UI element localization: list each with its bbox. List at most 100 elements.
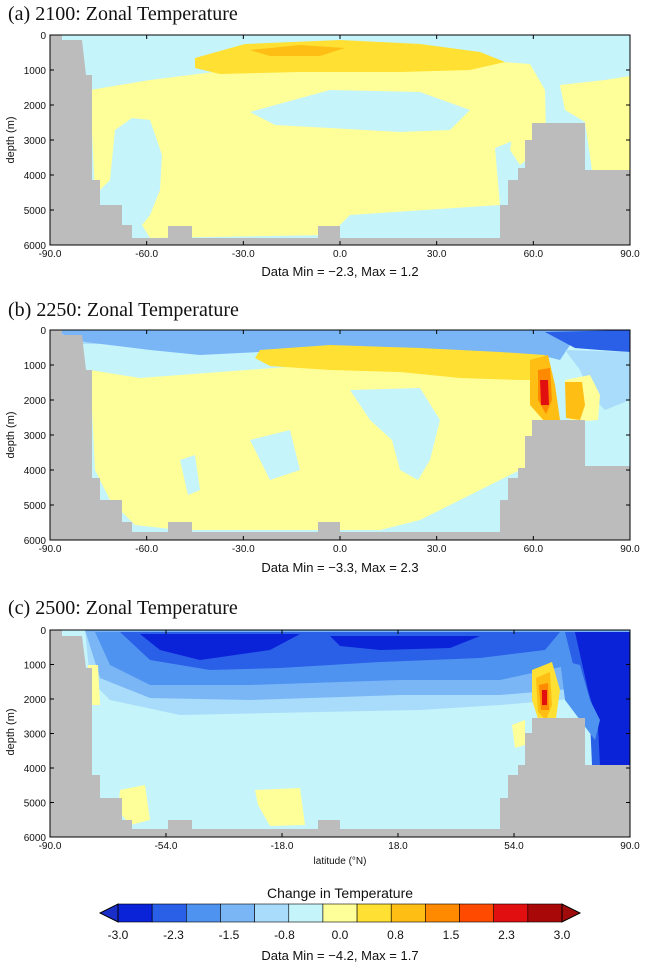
y-tick-label: 0 (40, 31, 46, 42)
panel-a-field (50, 35, 630, 245)
colorbar-tick-label: 1.5 (443, 928, 460, 942)
x-tick-label: -30.0 (232, 249, 255, 260)
panel-b-cool-tongue (350, 388, 440, 480)
panel-b-north-cool (565, 350, 630, 410)
colorbar-swatch (390, 903, 426, 923)
panel-b-hottest-core (540, 380, 549, 405)
panel-a-cool-blob (250, 90, 470, 132)
panel-c-coldest-left (140, 634, 300, 660)
x-tick-label: -90.0 (39, 841, 62, 852)
x-tick-label: 90.0 (620, 841, 640, 852)
y-tick-label: 4000 (24, 171, 47, 182)
y-tick-label: 6000 (24, 833, 47, 844)
colorbar-tick-label: -3.0 (108, 928, 129, 942)
colorbar-tick-label: 2.3 (498, 928, 515, 942)
x-tick-label: 18.0 (388, 841, 408, 852)
x-tick-label: -90.0 (39, 544, 62, 555)
colorbar-swatch (356, 903, 392, 923)
y-tick-label: 0 (40, 326, 46, 337)
panel-a-topography (50, 35, 630, 245)
panel-a: (a) 2100: Zonal Temperature depth (m) -9… (5, 3, 640, 279)
x-tick-label: 60.0 (524, 249, 544, 260)
x-tick-label: -18.0 (271, 841, 294, 852)
colorbar-swatch (254, 903, 290, 923)
colorbar-swatch (288, 903, 324, 923)
y-tick-label: 1000 (24, 66, 47, 77)
panel-a-ylabel: depth (m) (5, 116, 17, 163)
colorbar-tick-label: -0.8 (274, 928, 295, 942)
panel-c-north-coldest (575, 632, 630, 765)
panel-c-title: (c) 2500: Zonal Temperature (8, 597, 238, 619)
panel-a-minmax: Data Min = −2.3, Max = 1.2 (261, 264, 418, 279)
colorbar-tick-label: 3.0 (554, 928, 571, 942)
x-tick-label: 54.0 (504, 841, 524, 852)
colorbar-ticks: -3.0 -2.3 -1.5 -0.8 0.0 0.8 1.5 2.3 3.0 (108, 928, 571, 942)
y-tick-label: 6000 (24, 241, 47, 252)
panel-b: (b) 2250: Zonal Temperature depth (m) -9… (5, 299, 640, 575)
panel-b-field (50, 330, 630, 540)
panel-c-axes: -90.0 -54.0 -18.0 18.0 54.0 90.0 0 1000 2000 3000… (24, 626, 640, 852)
y-tick-label: 5000 (24, 206, 47, 217)
x-tick-label: -60.0 (135, 544, 158, 555)
panel-a-title: (a) 2100: Zonal Temperature (8, 3, 238, 25)
colorbar-swatch (425, 903, 460, 923)
y-tick-label: 5000 (24, 501, 47, 512)
panel-b-north-cold (545, 330, 630, 352)
panel-c-field (50, 630, 630, 837)
panel-c: (c) 2500: Zonal Temperature depth (m) (5, 597, 640, 867)
colorbar-swatch (186, 903, 221, 923)
panel-c-ylabel: depth (m) (5, 708, 17, 755)
panel-a-north-warm (560, 76, 630, 170)
y-tick-label: 1000 (24, 661, 47, 672)
x-tick-label: -90.0 (39, 249, 62, 260)
panel-c-coldest-mid (330, 636, 480, 650)
y-tick-label: 4000 (24, 764, 47, 775)
x-tick-label: -54.0 (155, 841, 178, 852)
x-tick-label: 60.0 (524, 544, 544, 555)
panel-b-minmax: Data Min = −3.3, Max = 2.3 (261, 560, 418, 575)
panel-b-cool-patch-1 (180, 455, 200, 495)
colorbar-swatch (151, 903, 187, 923)
colorbar-swatch (459, 903, 494, 923)
panel-c-hottest-core (542, 690, 547, 705)
panel-b-warm-band (255, 345, 548, 380)
panel-c-xlabel: latitude (°N) (314, 856, 367, 867)
x-tick-label: 0.0 (333, 544, 347, 555)
y-tick-label: 3000 (24, 136, 47, 147)
x-tick-label: 90.0 (620, 544, 640, 555)
panel-c-topography (50, 630, 630, 837)
x-tick-label: 30.0 (427, 544, 447, 555)
y-tick-label: 4000 (24, 466, 47, 477)
x-tick-label: 30.0 (427, 249, 447, 260)
panel-c-yellow-patch-4 (512, 720, 525, 748)
y-tick-label: 3000 (24, 431, 47, 442)
y-tick-label: 2000 (24, 101, 47, 112)
colorbar-tick-label: -2.3 (163, 928, 184, 942)
colorbar-minmax: Data Min = −4.2, Max = 1.7 (261, 948, 418, 963)
panel-c-yellow-patch-3 (255, 788, 305, 826)
colorbar-swatch (493, 903, 529, 923)
y-tick-label: 1000 (24, 361, 47, 372)
colorbar-boxes (117, 903, 563, 923)
panel-b-north-hot (565, 382, 585, 420)
colorbar-swatch (527, 903, 563, 923)
panel-b-cool-patch-2 (250, 430, 300, 480)
colorbar-swatch (322, 903, 358, 923)
panel-a-hot-core (250, 45, 345, 56)
colorbar-tick-label: 0.8 (387, 928, 404, 942)
colorbar-right-arrow (561, 903, 582, 923)
panel-b-topography (50, 330, 630, 540)
panel-b-ylabel: depth (m) (5, 411, 17, 458)
x-tick-label: -60.0 (135, 249, 158, 260)
panel-b-warm-region (90, 365, 555, 530)
y-tick-label: 6000 (24, 536, 47, 547)
panel-c-yellow-patch-2 (118, 785, 150, 825)
panel-c-north-mid (560, 660, 600, 740)
colorbar-left-arrow (98, 903, 119, 923)
y-tick-label: 3000 (24, 730, 47, 741)
panel-a-axes: -90.0 -60.0 -30.0 0.0 30.0 60.0 90.0 0 1000 2000 3… (24, 31, 640, 260)
y-tick-label: 2000 (24, 695, 47, 706)
panel-b-axes: -90.0 -60.0 -30.0 0.0 30.0 60.0 90.0 0 1000 2000 3… (24, 326, 640, 555)
colorbar: Change in Temperature -3.0 -2.3 -1.5 -0.8 0.… (98, 885, 582, 963)
